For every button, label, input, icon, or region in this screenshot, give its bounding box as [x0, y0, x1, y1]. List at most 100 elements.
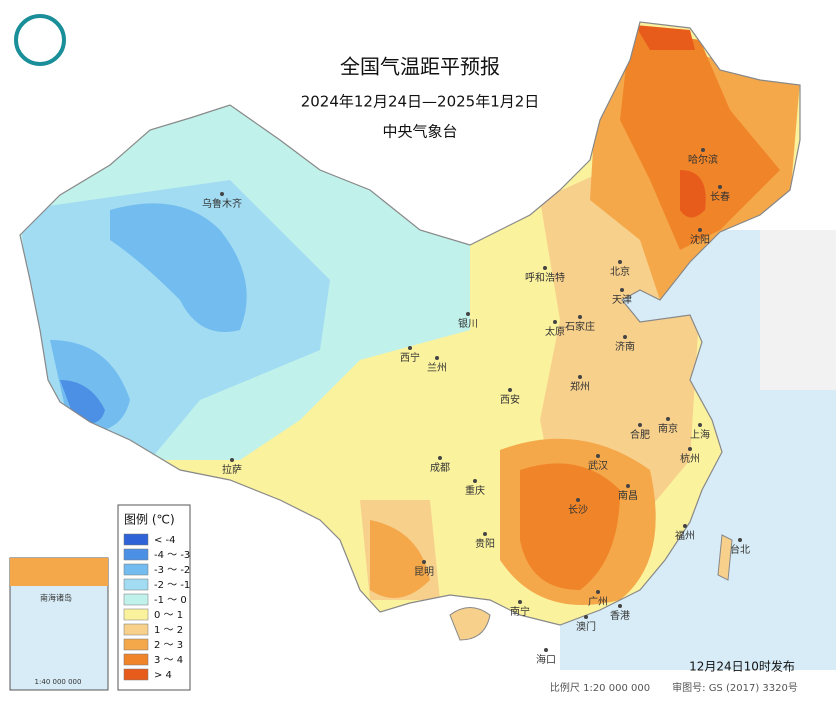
korea-land — [760, 230, 836, 390]
city-dot — [422, 560, 426, 564]
city-label: 南昌 — [618, 489, 638, 502]
city-dot — [698, 228, 702, 232]
city-dot — [618, 260, 622, 264]
city-dot — [618, 604, 622, 608]
city-dot — [718, 185, 722, 189]
city-label: 澳门 — [576, 620, 596, 633]
city-label: 郑州 — [570, 380, 590, 393]
city-dot — [666, 417, 670, 421]
city-dot — [220, 192, 224, 196]
city-dot — [738, 538, 742, 542]
issuer: 中央气象台 — [382, 123, 457, 141]
zone — [635, 25, 706, 218]
legend-swatch — [123, 533, 149, 546]
legend-label: -3 ～ -2 — [154, 565, 190, 576]
legend-swatch — [123, 563, 149, 576]
legend-label: > 4 — [154, 670, 172, 681]
city-label: 香港 — [610, 610, 630, 622]
legend-label: 1 ～ 2 — [154, 625, 183, 636]
legend-title: 图例 (℃) — [124, 513, 175, 527]
city-label: 长沙 — [568, 504, 588, 516]
city-dot — [701, 148, 705, 152]
city-dot — [623, 335, 627, 339]
legend-label: < -4 — [154, 535, 176, 546]
city-label: 北京 — [610, 265, 630, 278]
city-dot — [576, 498, 580, 502]
city-label: 南京 — [658, 422, 678, 435]
zone — [520, 30, 780, 590]
legend-label: -2 ～ -1 — [154, 580, 190, 591]
city-dot — [230, 458, 234, 462]
city-dot — [578, 315, 582, 319]
city-dot — [698, 423, 702, 427]
city-dot — [584, 615, 588, 619]
legend-swatch — [123, 623, 149, 636]
city-dot — [518, 600, 522, 604]
city-dot — [596, 590, 600, 594]
legend-swatch — [123, 653, 149, 666]
inset-land — [10, 558, 108, 586]
city-label: 兰州 — [427, 361, 447, 374]
city-dot — [638, 423, 642, 427]
inset-scale: 1:40 000 000 — [35, 678, 82, 686]
city-label: 南宁 — [510, 605, 530, 618]
legend-swatch — [123, 548, 149, 561]
legend-label: -4 ～ -3 — [154, 550, 190, 561]
city-label: 西安 — [500, 393, 520, 406]
city-label: 杭州 — [680, 452, 700, 465]
zone — [60, 380, 105, 424]
city-dot — [553, 320, 557, 324]
city-dot — [620, 288, 624, 292]
legend-label: 0 ～ 1 — [154, 610, 183, 621]
footer-approval: 审图号: GS (2017) 3320号 — [672, 681, 798, 694]
logo — [14, 14, 66, 66]
city-dot — [688, 447, 692, 451]
city-dot — [626, 484, 630, 488]
hainan — [449, 607, 491, 641]
city-label: 福州 — [675, 529, 695, 542]
city-dot — [435, 356, 439, 360]
legend-swatch — [123, 608, 149, 621]
city-label: 重庆 — [465, 484, 485, 497]
city-dot — [596, 454, 600, 458]
title: 全国气温距平预报 — [340, 55, 500, 79]
city-label: 广州 — [588, 596, 608, 608]
city-dot — [544, 648, 548, 652]
legend-label: 2 ～ 3 — [154, 640, 183, 651]
city-dot — [473, 479, 477, 483]
legend-label: -1 ～ 0 — [154, 595, 187, 606]
city-label: 合肥 — [630, 428, 650, 441]
city-dot — [466, 312, 470, 316]
city-dot — [483, 532, 487, 536]
city-dot — [438, 456, 442, 460]
footer-issued: 12月24日10时发布 — [689, 659, 795, 674]
city-label: 海口 — [536, 653, 556, 666]
footer-scale: 比例尺 1:20 000 000 — [550, 681, 650, 694]
city-label: 天津 — [612, 294, 632, 306]
legend-label: 3 ～ 4 — [154, 655, 183, 666]
legend-swatch — [123, 593, 149, 606]
city-dot — [508, 388, 512, 392]
city-label: 太原 — [545, 325, 565, 338]
city-label: 武汉 — [588, 459, 608, 472]
city-dot — [683, 524, 687, 528]
city-label: 成都 — [430, 462, 450, 474]
inset-title: 南海诸岛 — [40, 593, 72, 603]
city-label: 台北 — [730, 543, 750, 556]
city-dot — [578, 375, 582, 379]
city-label: 呼和浩特 — [525, 272, 565, 284]
city-label: 昆明 — [414, 566, 434, 578]
subtitle: 2024年12月24日—2025年1月2日 — [301, 93, 540, 111]
city-label: 石家庄 — [565, 320, 595, 333]
city-label: 贵阳 — [475, 537, 495, 550]
city-label: 西宁 — [400, 351, 420, 364]
city-label: 乌鲁木齐 — [202, 197, 242, 210]
city-label: 上海 — [690, 428, 710, 441]
legend-swatch — [123, 638, 149, 651]
city-label: 长春 — [710, 191, 730, 203]
city-label: 沈阳 — [690, 233, 710, 246]
legend-swatch — [123, 668, 149, 681]
city-label: 济南 — [615, 340, 635, 353]
